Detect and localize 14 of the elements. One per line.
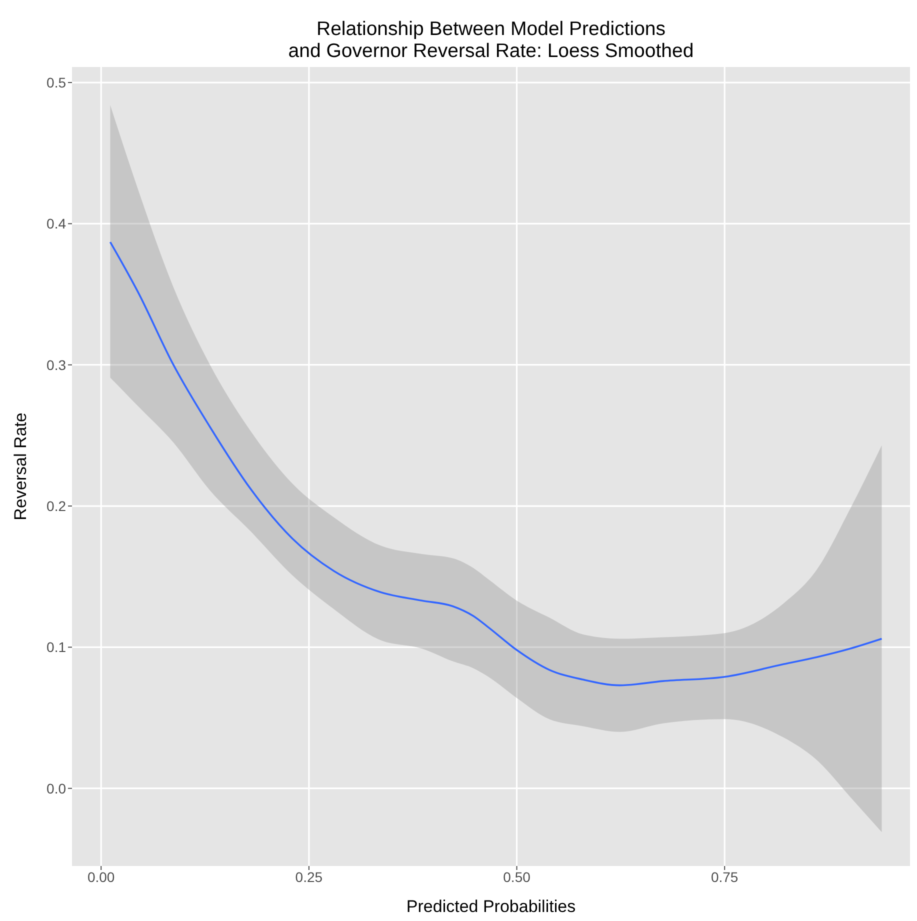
y-tick-label: 0.5 <box>46 74 66 90</box>
x-tick-label: 0.75 <box>710 868 738 885</box>
y-axis-title: Reversal Rate <box>11 412 30 520</box>
chart-title: Relationship Between Model Predictions and Governor Reversal Rate: Loess Smoothed <box>287 18 695 62</box>
y-tick-label: 0.2 <box>46 498 66 514</box>
y-tick-label: 0.1 <box>46 639 66 656</box>
x-tick-label: 0.00 <box>87 868 115 885</box>
y-tick-label: 0.3 <box>46 356 66 373</box>
x-tick-label: 0.50 <box>503 868 531 885</box>
y-tick-label: 0.4 <box>46 216 66 232</box>
x-tick-label: 0.25 <box>295 868 323 885</box>
line-series <box>109 241 883 686</box>
y-tick-label: 0.0 <box>46 780 66 796</box>
x-axis-title: Predicted Probabilities <box>406 897 576 916</box>
